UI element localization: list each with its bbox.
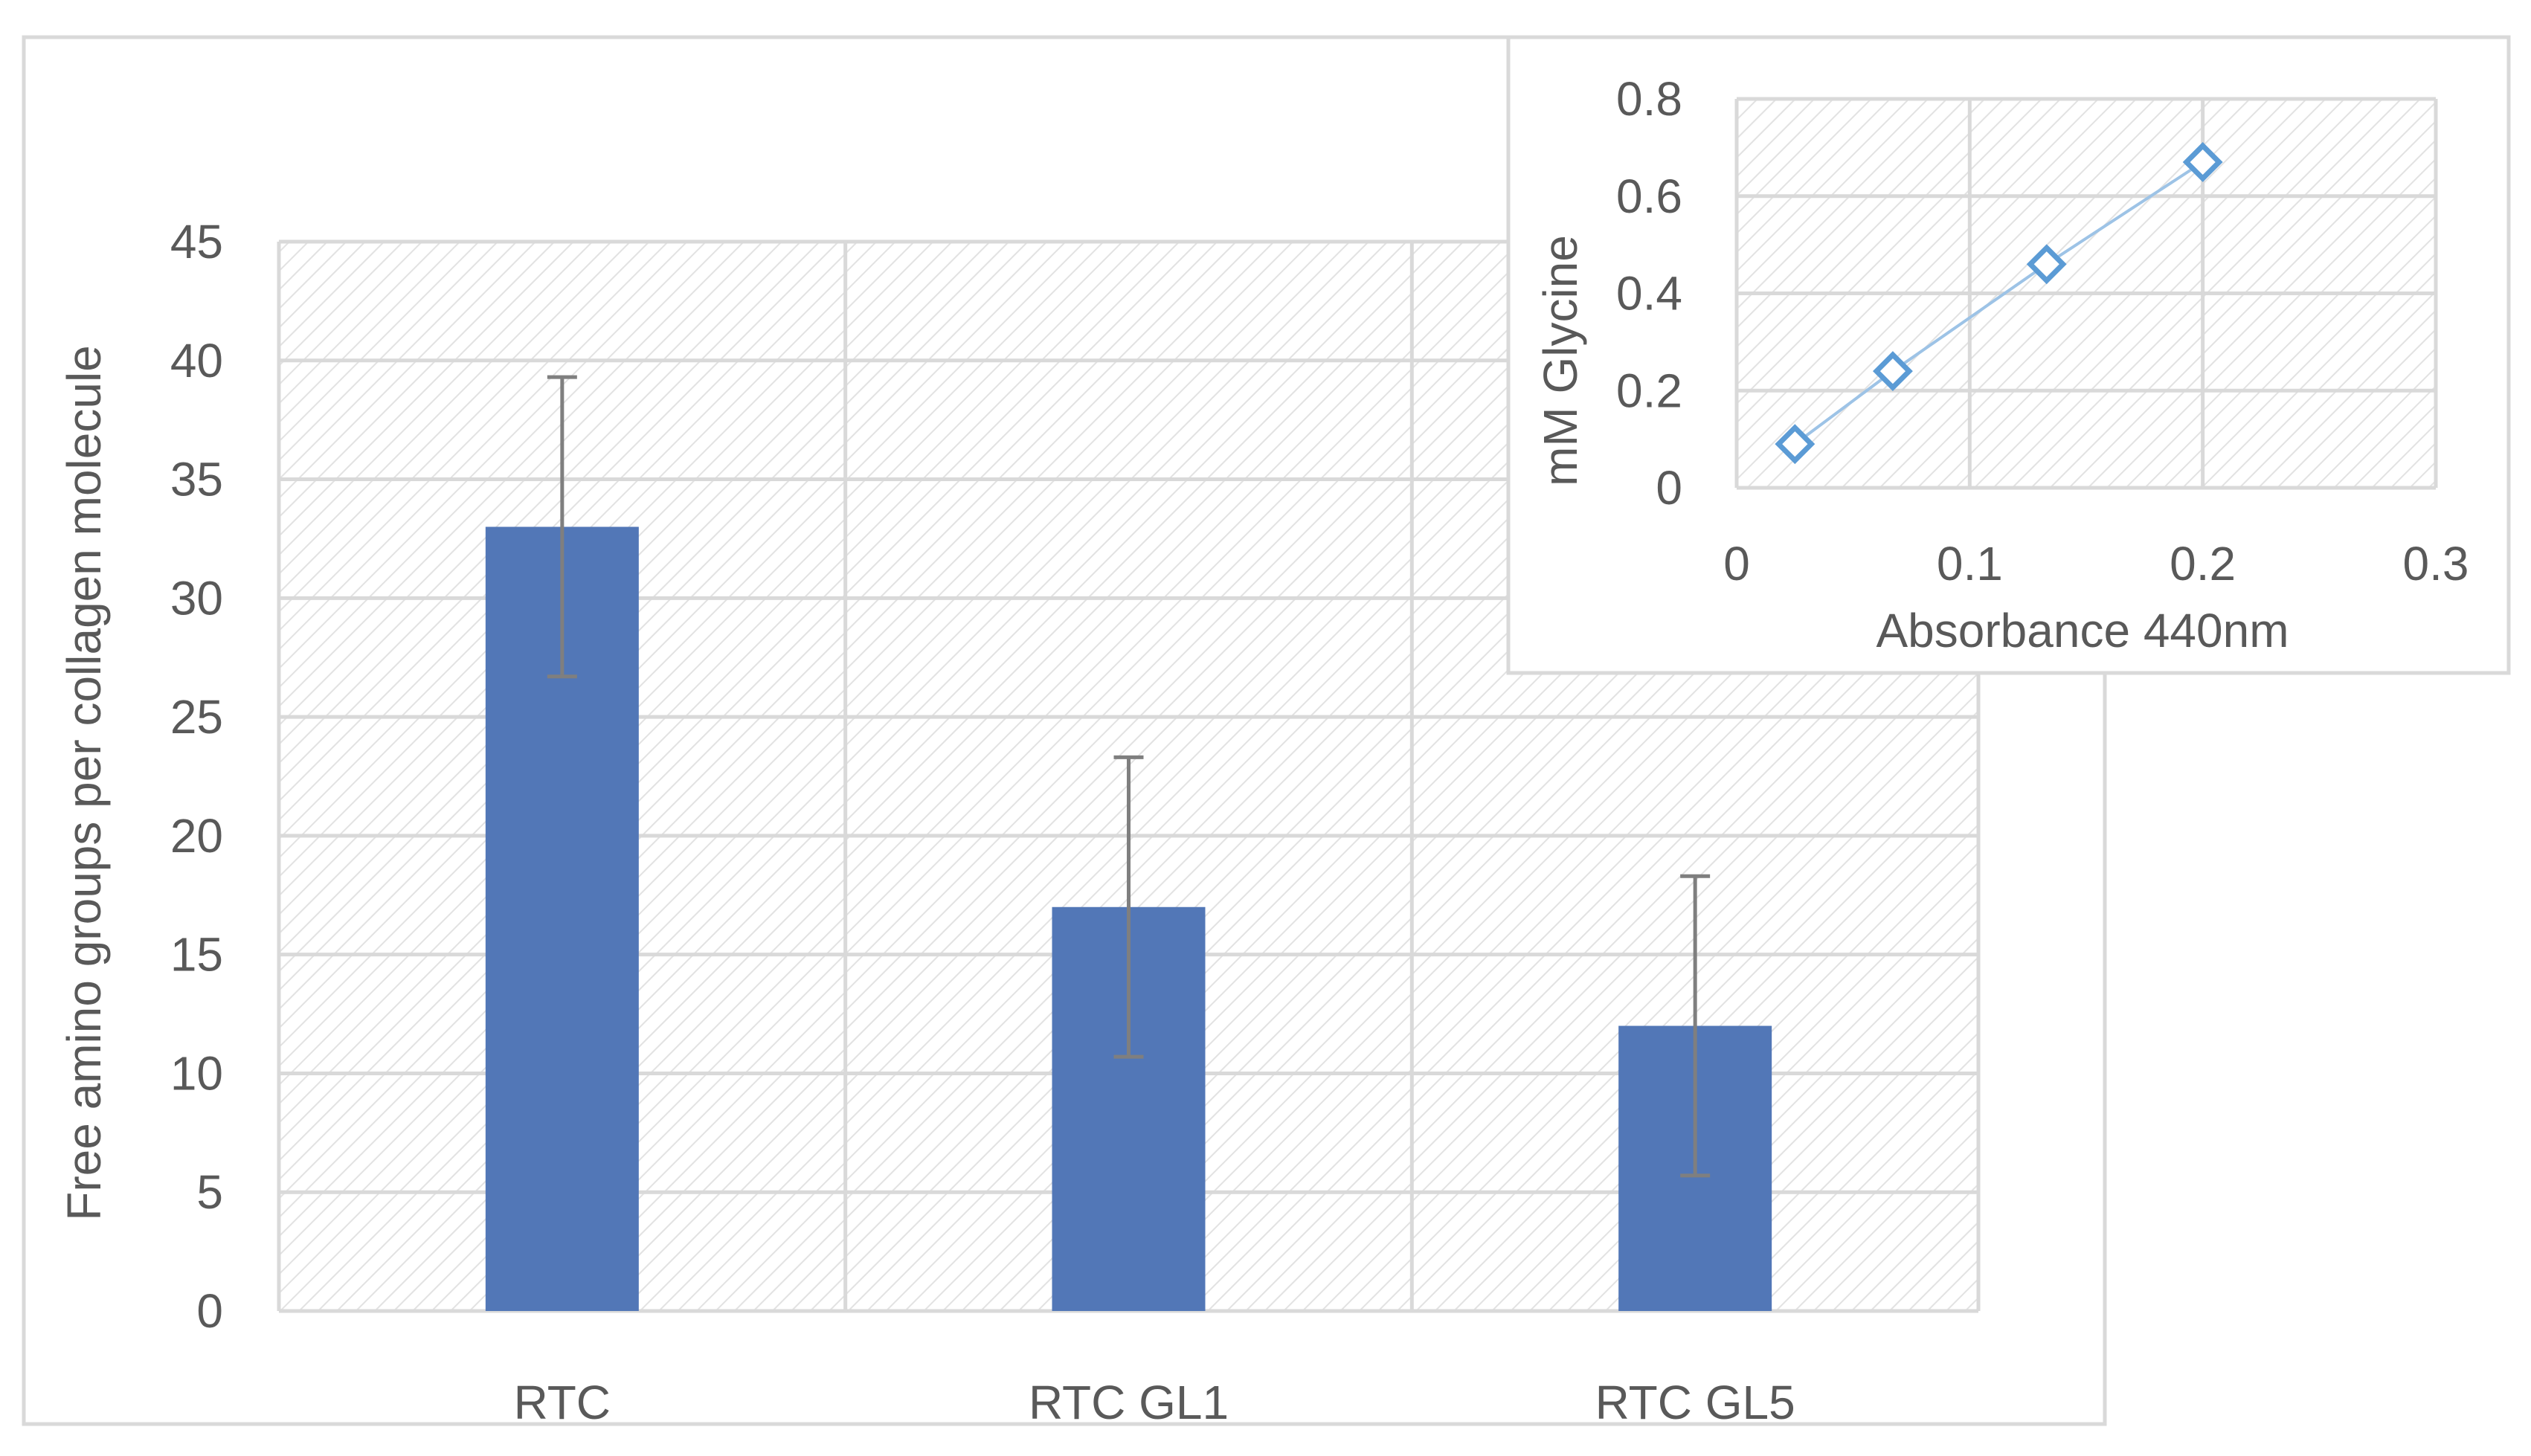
- inset-x-tick-labels: 0 0.1 0.2 0.3: [1723, 537, 2469, 590]
- x-tick-label: RTC GL5: [1595, 1376, 1795, 1429]
- inset-y-tick-label: 0.8: [1616, 72, 1682, 126]
- y-tick-label: 40: [170, 334, 223, 387]
- x-tick-labels: RTC RTC GL1 RTC GL5: [514, 1376, 1795, 1429]
- data-point-marker: [1775, 424, 1816, 465]
- y-tick-label: 25: [170, 690, 223, 744]
- y-tick-label: 45: [170, 215, 223, 268]
- y-tick-labels: 0 5 10 15 20 25 30 35 40 45: [170, 215, 223, 1338]
- data-point-marker: [2026, 244, 2067, 285]
- y-tick-label: 0: [196, 1284, 223, 1338]
- inset-y-tick-label: 0: [1656, 461, 1682, 515]
- data-point-marker: [2182, 142, 2223, 182]
- inset-y-axis-title: mM Glycine: [1534, 235, 1587, 486]
- inset-y-tick-label: 0.2: [1616, 364, 1682, 417]
- y-tick-label: 20: [170, 809, 223, 863]
- y-tick-label: 30: [170, 571, 223, 625]
- x-tick-label: RTC: [514, 1376, 611, 1429]
- inset-x-axis-title: Absorbance 440nm: [1876, 604, 2289, 657]
- y-tick-label: 5: [196, 1165, 223, 1219]
- y-tick-label: 10: [170, 1046, 223, 1100]
- inset-x-tick-label: 0.3: [2403, 537, 2469, 590]
- series-line: [1794, 161, 2204, 445]
- inset-y-tick-label: 0.6: [1616, 170, 1682, 223]
- y-axis-title: Free amino groups per collagen molecule: [57, 345, 111, 1221]
- inset-gridlines: [1734, 97, 2438, 490]
- inset-x-tick-label: 0.2: [2170, 537, 2236, 590]
- inset-y-tick-label: 0.4: [1616, 267, 1682, 320]
- error-bars: [547, 375, 1711, 1178]
- inset-y-tick-labels: 0 0.2 0.4 0.6 0.8: [1616, 72, 1682, 515]
- inset-x-tick-label: 0.1: [1937, 537, 2003, 590]
- inset-x-tick-label: 0: [1723, 537, 1750, 590]
- x-tick-label: RTC GL1: [1029, 1376, 1229, 1429]
- inset-scatter-chart: 0 0.2 0.4 0.6 0.8 0 0.1 0.2 0.3 Absorbance 440n…: [1506, 35, 2511, 675]
- inset-series: [1775, 142, 2223, 465]
- y-tick-label: 35: [170, 453, 223, 506]
- y-tick-label: 15: [170, 928, 223, 982]
- data-point-marker: [1872, 351, 1913, 392]
